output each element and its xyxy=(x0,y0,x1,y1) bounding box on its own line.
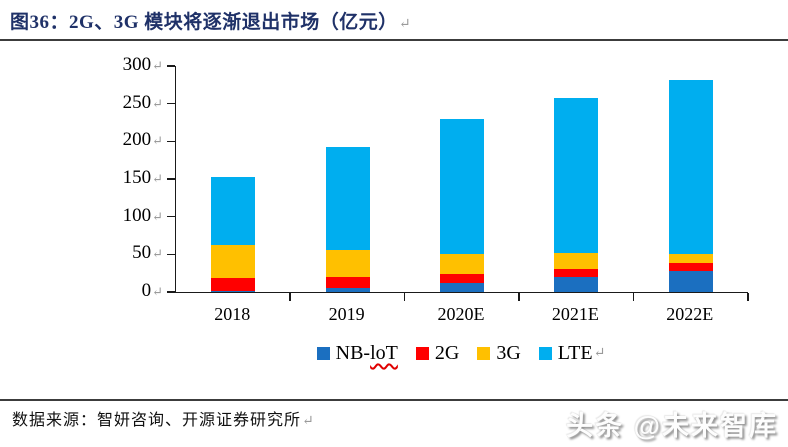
legend-swatch-2g xyxy=(415,347,429,360)
data-source: 数据来源：智妍咨询、开源证券研究所↵ xyxy=(12,406,315,430)
data-source-text: 数据来源：智妍咨询、开源证券研究所 xyxy=(12,412,302,429)
y-axis-label-value: 300 xyxy=(122,54,152,75)
bar-2020e xyxy=(440,118,484,292)
bar-2019 xyxy=(325,147,370,292)
bar-segment-3g-2021e xyxy=(554,252,599,269)
y-axis-tick xyxy=(167,291,175,293)
bar-segment-nb-iot-2018 xyxy=(211,290,256,292)
legend-item-2g: 2G xyxy=(415,342,460,365)
return-mark-icon: ↵ xyxy=(152,246,163,262)
bar-2021e xyxy=(554,98,599,292)
y-axis-tick xyxy=(167,178,175,180)
return-mark-icon: ↵ xyxy=(152,171,163,186)
x-axis-label-2022e: 2022E xyxy=(666,304,714,324)
bar-segment-3g-2022e xyxy=(668,253,713,264)
legend-item-nb-iot: NB-loT xyxy=(316,342,398,365)
return-mark-icon: ↵ xyxy=(152,133,163,149)
return-mark-icon: ↵ xyxy=(152,95,163,111)
return-mark-icon: ↵ xyxy=(152,284,163,299)
bar-segment-2g-2021e xyxy=(554,268,599,277)
legend-label-2g: 2G xyxy=(434,342,460,364)
return-mark-icon: ↵ xyxy=(152,58,163,73)
x-axis-tick xyxy=(518,293,520,301)
legend-label-3g: 3G xyxy=(496,342,521,364)
y-axis-label: 0↵ xyxy=(93,280,163,302)
legend-label-lte: LTE xyxy=(557,342,593,364)
legend-swatch-nb-iot xyxy=(316,347,330,360)
bar-segment-2g-2018 xyxy=(211,278,256,291)
chart-legend: NB-loT 2G 3G LTE ↵ xyxy=(175,342,747,365)
bar-segment-lte-2022e xyxy=(668,80,713,254)
legend-swatch-3g xyxy=(477,347,491,360)
bar-2018 xyxy=(211,176,256,292)
bar-segment-3g-2018 xyxy=(211,244,256,279)
bar-segment-3g-2020e xyxy=(440,253,484,274)
bar-segment-lte-2020e xyxy=(440,118,484,254)
return-mark-icon: ↵ xyxy=(152,208,163,224)
return-mark-icon: ↵ xyxy=(593,346,606,361)
x-axis-label-2020e: 2020E xyxy=(437,304,485,324)
bar-segment-lte-2021e xyxy=(554,98,599,253)
y-axis-tick xyxy=(167,102,175,105)
bar-segment-2g-2019 xyxy=(325,276,370,289)
legend-label-nb-iot: loT xyxy=(370,342,398,364)
legend-swatch-lte xyxy=(538,347,552,360)
bar-segment-3g-2019 xyxy=(325,249,370,277)
bar-segment-lte-2019 xyxy=(325,147,370,250)
x-axis-tick xyxy=(632,293,635,301)
bar-segment-2g-2022e xyxy=(668,263,713,271)
x-axis-tick xyxy=(403,293,406,301)
y-axis-label-value: 250 xyxy=(122,91,152,113)
y-axis-label-value: 200 xyxy=(122,129,152,151)
y-axis-label: 200↵ xyxy=(93,129,163,151)
figure-title-text: 图36：2G、3G 模块将逐渐退出市场（亿元） xyxy=(10,12,398,33)
plot-area xyxy=(167,65,749,301)
bar-segment-lte-2018 xyxy=(211,176,256,245)
stacked-bar-chart: 0↵ 50↵ 100↵ 150↵ 200↵ 250↵ 300↵ 2018 2019 2020E 2… xyxy=(0,42,788,377)
figure-title: 图36：2G、3G 模块将逐渐退出市场（亿元）↵ xyxy=(10,7,411,34)
y-axis-label-value: 100 xyxy=(122,204,152,226)
y-axis-tick xyxy=(167,65,175,67)
y-axis-tick xyxy=(167,215,175,218)
bar-2022e xyxy=(668,80,713,292)
y-axis-label-value: 150 xyxy=(122,167,152,188)
bar-segment-nb-iot-2022e xyxy=(668,270,713,292)
x-axis-label-2021e: 2021E xyxy=(551,304,599,324)
y-axis-tick xyxy=(167,253,175,256)
bar-segment-2g-2020e xyxy=(440,273,484,283)
x-axis-tick xyxy=(289,293,291,301)
y-axis-label: 100↵ xyxy=(93,205,163,227)
return-mark-icon: ↵ xyxy=(398,17,412,32)
watermark: 头条 @未来智库 xyxy=(566,411,778,441)
x-axis-label-2018: 2018 xyxy=(214,304,251,324)
x-axis-label-2019: 2019 xyxy=(328,304,365,324)
y-axis-label: 50↵ xyxy=(93,242,163,264)
y-axis-label-value: 0 xyxy=(141,280,152,301)
y-axis-tick xyxy=(167,140,175,143)
y-axis-label: 150↵ xyxy=(93,167,163,189)
legend-item-lte: LTE ↵ xyxy=(538,342,606,365)
footer-divider xyxy=(0,399,788,401)
return-mark-icon: ↵ xyxy=(302,414,315,429)
legend-item-3g: 3G xyxy=(477,342,521,365)
bar-segment-nb-iot-2021e xyxy=(554,276,599,292)
y-axis-label-value: 50 xyxy=(132,242,152,264)
title-divider xyxy=(0,39,788,41)
y-axis-label: 250↵ xyxy=(93,92,163,114)
bar-segment-nb-iot-2019 xyxy=(325,288,370,292)
legend-label-nb-iot: NB- xyxy=(335,342,371,364)
bar-segment-nb-iot-2020e xyxy=(440,282,484,292)
y-axis-label: 300↵ xyxy=(93,54,163,76)
x-axis-tick xyxy=(747,293,749,301)
